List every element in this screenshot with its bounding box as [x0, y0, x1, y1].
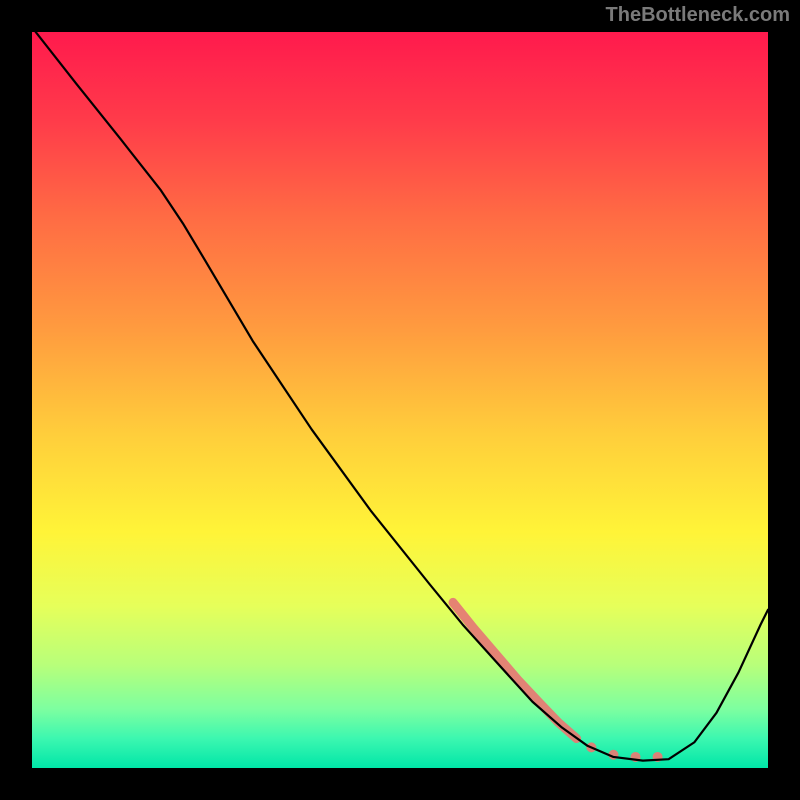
- gradient-background: [32, 32, 768, 768]
- watermark-text: TheBottleneck.com: [606, 4, 790, 27]
- chart-svg: [32, 32, 768, 768]
- chart-container: TheBottleneck.com: [0, 0, 800, 800]
- plot-area: [32, 32, 768, 768]
